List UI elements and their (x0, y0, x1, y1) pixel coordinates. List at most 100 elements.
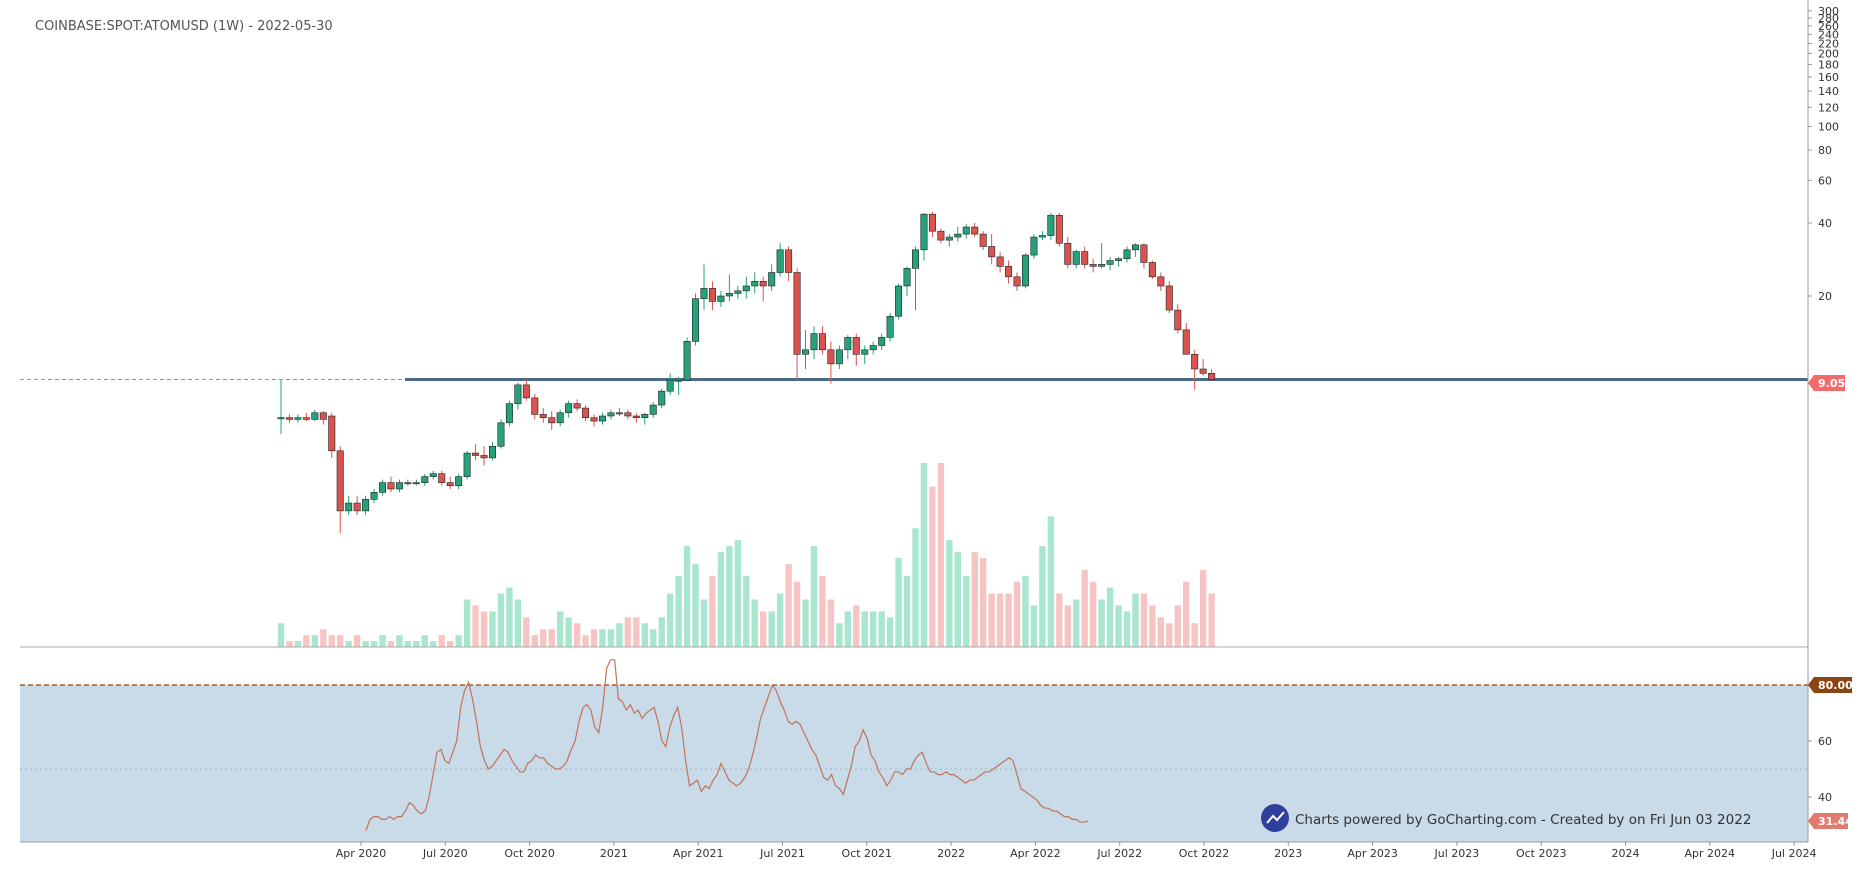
credit: Charts powered by GoCharting.com - Creat… (1261, 804, 1751, 832)
volume-bar (751, 599, 758, 647)
candle-body (311, 412, 319, 420)
time-tick-label: Oct 2022 (1179, 847, 1230, 860)
candle-body (641, 414, 649, 418)
volume-bar (895, 557, 902, 647)
volume-bar (1030, 605, 1038, 647)
candle-body (1038, 235, 1046, 238)
candle-body (776, 249, 784, 273)
candle-body (531, 397, 539, 415)
candle-body (886, 315, 894, 338)
volume-bar (328, 635, 335, 647)
volume-bar (709, 575, 716, 647)
volume-bar (658, 617, 665, 647)
candle-body (522, 384, 530, 399)
volume-bar (853, 605, 860, 647)
volume-bar (1157, 617, 1165, 647)
candle-body (835, 349, 843, 365)
time-tick-label: Apr 2023 (1347, 847, 1398, 860)
rsi-upper-badge: 80.00 (1808, 677, 1853, 693)
volume-bar (430, 641, 437, 647)
volume-bar (1174, 605, 1181, 647)
candle-body (1072, 251, 1080, 265)
candle-body (302, 417, 310, 420)
volume-bar (1183, 581, 1190, 647)
volume-bar (979, 557, 987, 647)
candle-body (658, 390, 666, 406)
candle-body (505, 403, 513, 424)
volume-bar (582, 635, 589, 647)
candle-body (370, 492, 378, 500)
volume-bar (920, 463, 928, 647)
volume-bar (396, 635, 403, 647)
gocharting-logo-trend-icon (1266, 811, 1285, 824)
candle-body (404, 482, 412, 485)
rsi-tick-label: 40 (1818, 791, 1832, 804)
volume-bar (988, 593, 995, 647)
volume-bar (912, 528, 919, 647)
candle-body (285, 417, 293, 420)
volume-bar (870, 611, 877, 647)
candle-body (1199, 368, 1207, 374)
volume-bar (810, 546, 818, 647)
candle-body (810, 333, 818, 351)
time-tick-label: Jul 2024 (1771, 847, 1817, 860)
volume-bar (1098, 599, 1105, 647)
price-tick-label: 300 (1818, 5, 1839, 18)
last-price-badge: 9.05 (1808, 375, 1845, 391)
rsi-value-label: 31.44 (1818, 815, 1853, 828)
candle-body (818, 333, 826, 351)
volume-bar (1013, 581, 1021, 647)
candle-body (446, 482, 454, 487)
candle-body (1047, 215, 1055, 236)
candle-body (1140, 244, 1148, 263)
candle-body (911, 249, 919, 269)
rsi-band (20, 685, 1808, 842)
candle-body (1148, 262, 1156, 278)
candle-body (480, 455, 488, 459)
time-tick-label: 2022 (937, 847, 965, 860)
rsi-axis: 60 40 (1808, 735, 1832, 804)
candle-body (996, 256, 1004, 267)
volume-bar (743, 575, 750, 647)
volume-bar (692, 563, 699, 647)
volume-bar (607, 629, 615, 647)
candle-body (1005, 266, 1013, 278)
candle-body (590, 417, 598, 422)
volume-bar (337, 635, 344, 647)
volume-bar (776, 593, 784, 647)
candle-body (869, 345, 877, 351)
credit-text: Charts powered by GoCharting.com - Creat… (1295, 812, 1751, 828)
candle-body (556, 412, 564, 424)
volume-bar (666, 593, 674, 647)
volume-bar (929, 486, 936, 647)
volume-bar (1132, 593, 1139, 647)
candle-body (1030, 236, 1038, 256)
candle-body (649, 404, 657, 415)
volume-bar (1039, 546, 1046, 647)
volume-bar (641, 623, 648, 647)
volume-bar (793, 581, 801, 647)
candle-body (1123, 249, 1131, 259)
candle-body (692, 298, 700, 342)
candle-body (852, 337, 860, 355)
volume-bar (819, 575, 826, 647)
candle-body (734, 290, 742, 294)
time-tick-label: Apr 2022 (1010, 847, 1061, 860)
time-tick-label: Jul 2023 (1434, 847, 1480, 860)
price-tick-label: 240 (1818, 28, 1839, 41)
volume-bar (963, 575, 970, 647)
volume-bar (514, 599, 522, 647)
candle-body (336, 450, 344, 512)
chart-title: COINBASE:SPOT:ATOMUSD (1W) - 2022-05-30 (35, 19, 333, 34)
volume-bar (1208, 593, 1215, 647)
candle-body (700, 288, 708, 299)
volume-bar (311, 635, 319, 647)
volume-bar (599, 629, 606, 647)
candle-body (895, 285, 903, 317)
candle-body (683, 341, 691, 381)
volume-bar (726, 546, 733, 647)
candle-body (675, 379, 683, 382)
volume-bar (903, 575, 911, 647)
volume-bar (1106, 587, 1114, 647)
